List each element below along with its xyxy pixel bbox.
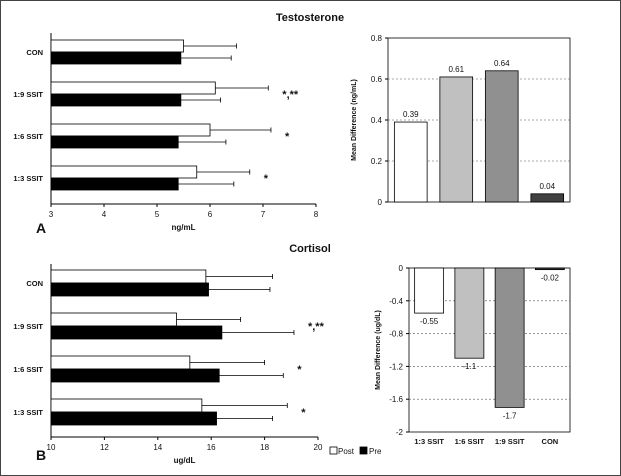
y-tick-label: 0.2 (371, 157, 383, 166)
significance-marker: * (297, 364, 302, 376)
x-tick-label: 6 (208, 210, 213, 219)
data-label: 0.39 (403, 110, 419, 119)
diff-bar (494, 267, 525, 408)
category-label: 1:9 SSIT (495, 437, 525, 446)
bar-post (50, 398, 203, 413)
category-label: 1:9 SSIT (13, 90, 43, 99)
bar-post (50, 123, 211, 137)
legend-swatch-post (329, 446, 338, 455)
category-label: CON (542, 437, 559, 446)
category-label: 1:6 SSIT (13, 365, 43, 374)
category-label: 1:6 SSIT (455, 437, 485, 446)
y-tick-label: 0.8 (371, 34, 383, 43)
category-label: CON (26, 279, 43, 288)
bar-post (50, 39, 184, 53)
legend-label-pre: Pre (369, 447, 382, 456)
bar-post (50, 269, 207, 284)
x-tick-label: 14 (153, 443, 162, 452)
bar-pre (50, 282, 209, 297)
data-label: -0.55 (420, 317, 439, 326)
x-tick-label: 8 (314, 210, 319, 219)
diff-bar (393, 121, 428, 203)
y-tick-label: -1.2 (389, 362, 403, 371)
significance-marker: *,** (282, 89, 299, 101)
diff-bar (414, 267, 445, 314)
y-tick-label: 0 (378, 198, 383, 207)
y-tick-label: 0.4 (371, 116, 383, 125)
category-label: 1:3 SSIT (414, 437, 444, 446)
x-tick-label: 3 (49, 210, 54, 219)
y-axis-label: Mean Difference (ng/mL) (351, 79, 358, 161)
bar-pre (50, 93, 182, 107)
legend-label-post: Post (338, 447, 355, 456)
diff-bar (439, 76, 474, 203)
chart-title: Cortisol (289, 243, 331, 255)
y-tick-label: 0.6 (371, 75, 383, 84)
y-tick-label: -2 (396, 428, 404, 437)
bar-pre (50, 325, 223, 340)
bar-post (50, 355, 191, 370)
diff-bar (484, 70, 519, 203)
x-tick-label: 16 (207, 443, 216, 452)
data-label: 0.61 (448, 65, 464, 74)
legend-swatch-pre (359, 446, 368, 455)
x-tick-label: 5 (155, 210, 160, 219)
bar-post (50, 81, 216, 95)
chart-title: Testosterone (276, 12, 344, 24)
category-label: 1:3 SSIT (13, 174, 43, 183)
significance-marker: * (285, 131, 290, 143)
y-tick-label: -0.4 (389, 297, 403, 306)
y-tick-label: 0 (399, 264, 404, 273)
bar-post (50, 312, 177, 327)
data-label: -0.02 (541, 274, 560, 283)
bar-pre (50, 135, 179, 149)
category-label: 1:3 SSIT (13, 408, 43, 417)
significance-marker: * (264, 173, 269, 185)
data-label: -1.1 (462, 362, 476, 371)
bar-post (50, 165, 198, 179)
category-label: 1:6 SSIT (13, 132, 43, 141)
bar-pre (50, 177, 179, 191)
bar-pre (50, 411, 217, 426)
panel-letter: B (36, 447, 46, 463)
diff-bar (530, 193, 565, 203)
diff-bar (534, 267, 565, 271)
category-label: 1:9 SSIT (13, 322, 43, 331)
significance-marker: * (301, 407, 306, 419)
x-tick-label: 18 (260, 443, 269, 452)
significance-marker: *,** (308, 321, 325, 333)
x-tick-label: 12 (100, 443, 109, 452)
category-label: CON (26, 48, 43, 57)
x-tick-label: 4 (102, 210, 107, 219)
x-tick-label: 7 (261, 210, 266, 219)
x-axis-label: ug/dL (174, 456, 196, 465)
panel-letter: A (36, 220, 46, 236)
y-tick-label: -1.6 (389, 395, 403, 404)
diff-bar (454, 267, 485, 359)
y-axis-label: Mean Difference (ug/dL) (375, 310, 382, 390)
y-tick-label: -0.8 (389, 330, 403, 339)
x-tick-label: 10 (47, 443, 56, 452)
bar-pre (50, 368, 220, 383)
data-label: 0.04 (539, 182, 555, 191)
data-label: -1.7 (503, 411, 517, 420)
bar-pre (50, 51, 182, 65)
x-tick-label: 20 (314, 443, 323, 452)
data-label: 0.64 (494, 59, 510, 68)
x-axis-label: ng/mL (172, 223, 196, 232)
